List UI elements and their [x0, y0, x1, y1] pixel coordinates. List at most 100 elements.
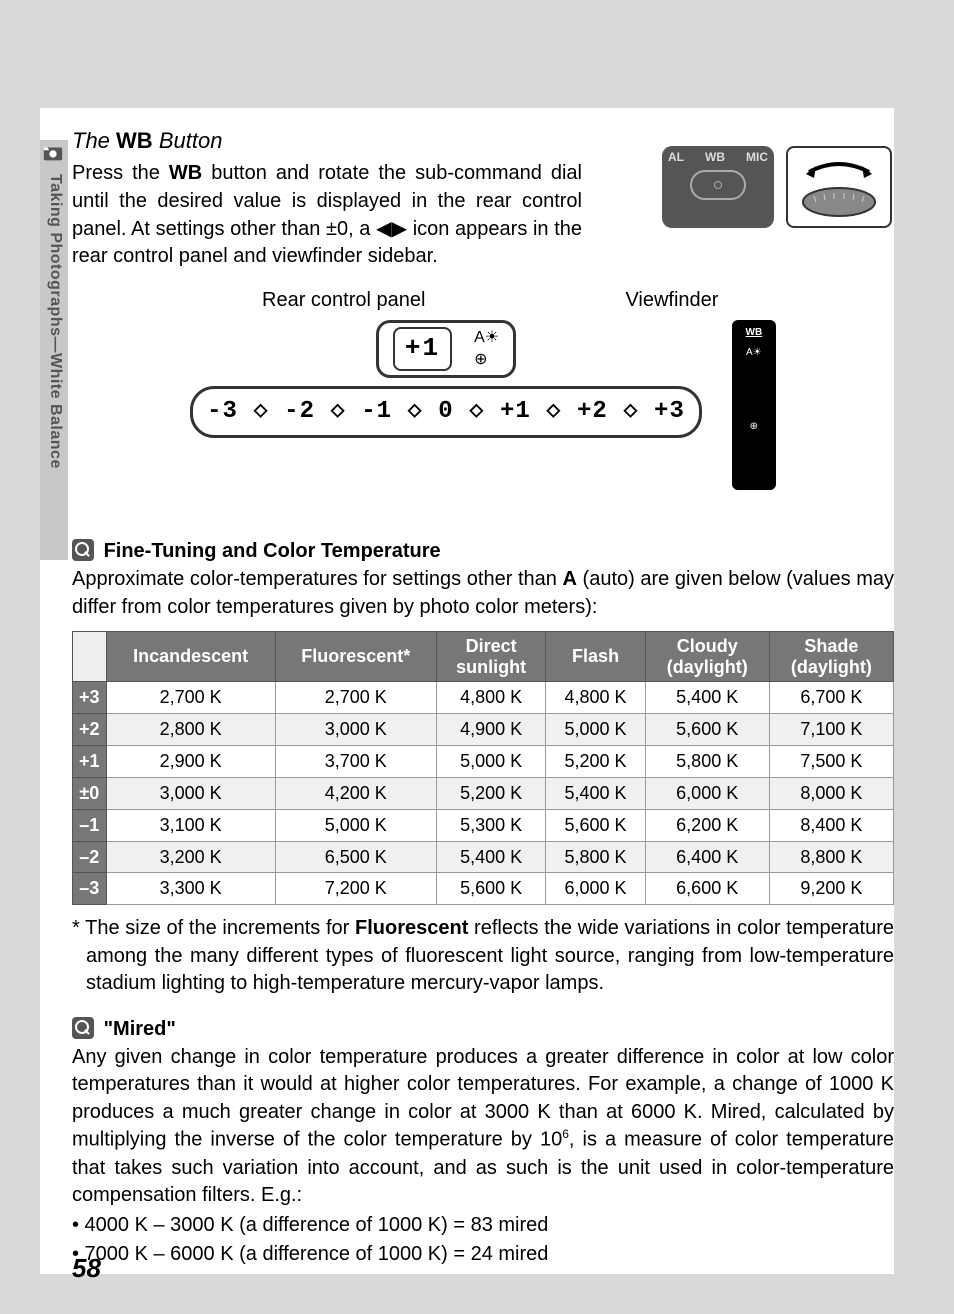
magnifier-icon	[72, 1017, 94, 1039]
table-cell: 3,000 K	[106, 777, 275, 809]
row-header: +3	[73, 682, 107, 714]
table-cell: 6,500 K	[275, 841, 436, 873]
table-cell: 5,600 K	[546, 809, 645, 841]
lcd-value: +1	[393, 327, 452, 371]
mired-body: Any given change in color temperature pr…	[72, 1044, 894, 1210]
table-cell: 5,800 K	[546, 841, 645, 873]
table-row: ±03,000 K4,200 K5,200 K5,400 K6,000 K8,0…	[73, 777, 894, 809]
para-pre: Press the	[72, 162, 169, 184]
panel-figures: +1 A☀⊕ -3 ◇ -2 ◇ -1 ◇ 0 ◇ +1 ◇ +2 ◇ +3 W…	[72, 320, 894, 490]
fine-tuning-intro: Approximate color-temperatures for setti…	[72, 566, 894, 621]
color-temperature-table: Incandescent Fluorescent* Directsunlight…	[72, 631, 894, 905]
fluorescent-footnote: * The size of the increments for Fluores…	[72, 915, 894, 998]
table-cell: 5,300 K	[436, 809, 546, 841]
table-cell: 5,400 K	[436, 841, 546, 873]
table-cell: 6,000 K	[645, 777, 769, 809]
table-cell: 5,600 K	[645, 714, 769, 746]
exposure-scale: -3 ◇ -2 ◇ -1 ◇ 0 ◇ +1 ◇ +2 ◇ +3	[190, 386, 702, 437]
table-cell: 6,600 K	[645, 873, 769, 905]
table-cell: 3,000 K	[275, 714, 436, 746]
table-cell: 4,800 K	[546, 682, 645, 714]
mired-sup: 6	[562, 1127, 569, 1141]
heading-pre: The	[72, 128, 110, 153]
table-cell: 5,800 K	[645, 746, 769, 778]
main-content: The WB Button Press the WB button and ro…	[72, 108, 894, 1269]
camera-icon	[42, 142, 64, 164]
heading-post: Button	[159, 128, 223, 153]
table-cell: 6,400 K	[645, 841, 769, 873]
table-cell: 6,200 K	[645, 809, 769, 841]
fine-tuning-title: Fine-Tuning and Color Temperature	[104, 540, 441, 562]
th-blank	[73, 632, 107, 682]
table-cell: 4,200 K	[275, 777, 436, 809]
row-header: –2	[73, 841, 107, 873]
row-header: –1	[73, 809, 107, 841]
wb-mode-icon: A☀⊕	[474, 327, 499, 371]
table-cell: 5,400 K	[546, 777, 645, 809]
table-cell: 2,700 K	[275, 682, 436, 714]
mired-bullet-2: • 7000 K – 6000 K (a difference of 1000 …	[72, 1241, 894, 1269]
fn-bold: Fluorescent	[355, 917, 468, 939]
table-cell: 5,200 K	[546, 746, 645, 778]
arrows-icon: ◀▶	[376, 218, 407, 240]
table-row: +22,800 K3,000 K4,900 K5,000 K5,600 K7,1…	[73, 714, 894, 746]
table-cell: 3,700 K	[275, 746, 436, 778]
th-direct-sunlight: Directsunlight	[436, 632, 546, 682]
heading-bold: WB	[116, 128, 153, 153]
th-fluorescent: Fluorescent*	[275, 632, 436, 682]
para-bold: WB	[169, 162, 202, 184]
mired-section: "Mired" Any given change in color temper…	[72, 1016, 894, 1269]
table-row: +32,700 K2,700 K4,800 K4,800 K5,400 K6,7…	[73, 682, 894, 714]
th-shade: Shade(daylight)	[769, 632, 893, 682]
wb-button-figure: AL WB MIC	[662, 146, 774, 228]
row-header: +2	[73, 714, 107, 746]
table-row: +12,900 K3,700 K5,000 K5,200 K5,800 K7,5…	[73, 746, 894, 778]
mired-title: "Mired"	[104, 1018, 176, 1040]
fine-tuning-section: Fine-Tuning and Color Temperature Approx…	[72, 538, 894, 998]
row-header: –3	[73, 873, 107, 905]
table-cell: 8,800 K	[769, 841, 893, 873]
th-flash: Flash	[546, 632, 645, 682]
wb-fig-wb: WB	[705, 150, 725, 164]
table-cell: 5,000 K	[546, 714, 645, 746]
page-container: Taking Photographs—White Balance The WB …	[40, 108, 894, 1274]
table-cell: 5,400 K	[645, 682, 769, 714]
table-cell: 5,600 K	[436, 873, 546, 905]
intro-bold: A	[562, 568, 576, 590]
section-tab-label: Taking Photographs—White Balance	[42, 174, 64, 469]
intro-pre: Approximate color-temperatures for setti…	[72, 568, 562, 590]
table-cell: 2,700 K	[106, 682, 275, 714]
rear-control-panel-figure: +1 A☀⊕ -3 ◇ -2 ◇ -1 ◇ 0 ◇ +1 ◇ +2 ◇ +3	[190, 320, 702, 437]
wb-fig-mic: MIC	[746, 150, 768, 164]
table-row: –23,200 K6,500 K5,400 K5,800 K6,400 K8,8…	[73, 841, 894, 873]
row-header: +1	[73, 746, 107, 778]
viewfinder-label: Viewfinder	[625, 287, 718, 315]
magnifier-icon	[72, 539, 94, 561]
wb-button-paragraph: Press the WB button and rotate the sub-c…	[72, 160, 582, 270]
table-cell: 3,100 K	[106, 809, 275, 841]
wb-fig-al: AL	[668, 150, 684, 164]
table-cell: 3,200 K	[106, 841, 275, 873]
th-incandescent: Incandescent	[106, 632, 275, 682]
table-header: Incandescent Fluorescent* Directsunlight…	[73, 632, 894, 682]
viewfinder-figure: WB A☀ ⊕	[732, 320, 776, 490]
table-cell: 3,300 K	[106, 873, 275, 905]
command-dial-figure	[786, 146, 892, 228]
table-cell: 5,000 K	[436, 746, 546, 778]
rear-panel-label: Rear control panel	[262, 287, 425, 315]
rear-panel-top: +1 A☀⊕	[376, 320, 516, 378]
table-cell: 5,200 K	[436, 777, 546, 809]
table-cell: 7,200 K	[275, 873, 436, 905]
table-cell: 7,100 K	[769, 714, 893, 746]
table-cell: 6,000 K	[546, 873, 645, 905]
table-body: +32,700 K2,700 K4,800 K4,800 K5,400 K6,7…	[73, 682, 894, 905]
table-cell: 4,800 K	[436, 682, 546, 714]
section-tab: Taking Photographs—White Balance	[40, 140, 68, 560]
table-cell: 5,000 K	[275, 809, 436, 841]
table-cell: 7,500 K	[769, 746, 893, 778]
row-header: ±0	[73, 777, 107, 809]
panel-labels-row: Rear control panel Viewfinder	[72, 287, 894, 315]
mired-bullet-1: • 4000 K – 3000 K (a difference of 1000 …	[72, 1212, 894, 1240]
table-row: –33,300 K7,200 K5,600 K6,000 K6,600 K9,2…	[73, 873, 894, 905]
table-cell: 8,000 K	[769, 777, 893, 809]
